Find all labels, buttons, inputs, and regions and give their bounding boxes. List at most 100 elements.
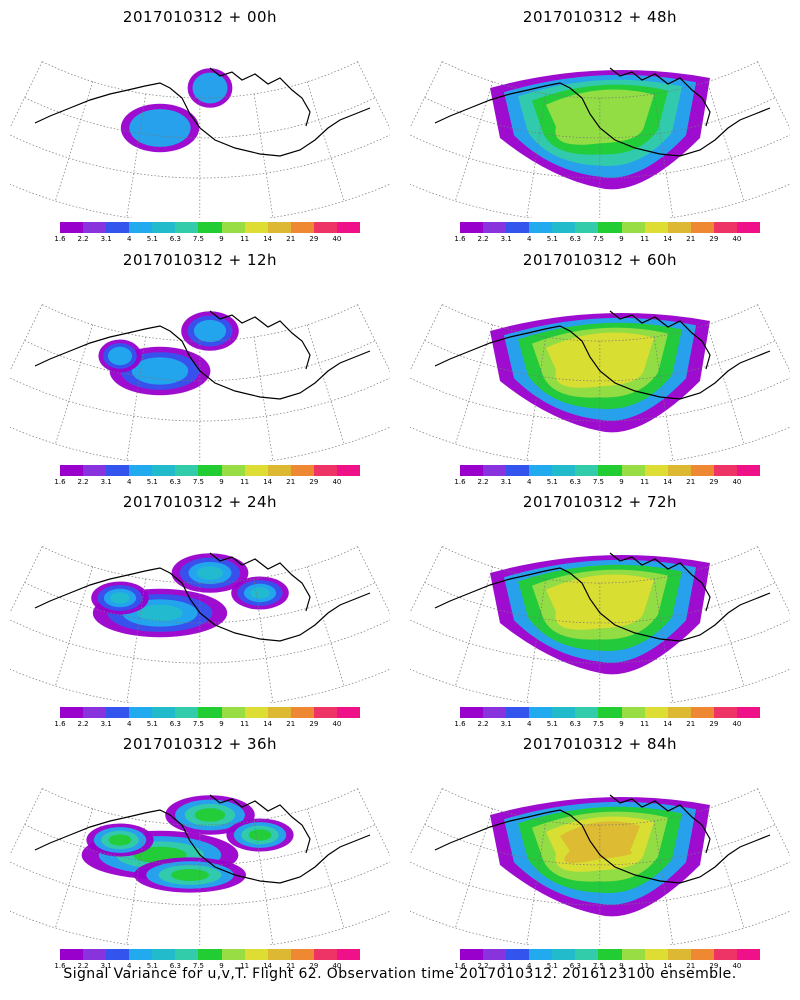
colorbar-tick-label: 9 [619,235,624,243]
colorbar-swatch [598,222,622,233]
colorbar-swatch [644,707,668,718]
colorbar-swatch [129,222,153,233]
colorbar-swatch [106,222,130,233]
colorbar-tick-label: 2.2 [477,478,489,486]
colorbar-swatch [244,949,268,960]
colorbar-swatch [690,707,714,718]
colorbar-tick-label: 2.2 [77,962,89,970]
variance-field [91,553,289,638]
colorbar-swatch [667,222,691,233]
polar-map [410,61,790,218]
colorbar-labels: 1.6 2.2 3.1 4 5.1 6.3 7.5 9 11 14 21 29 40 [454,720,760,730]
variance-field [81,795,294,893]
forecast-panel: 2017010312 + 72h 1.6 2.2 3.1 4 5.1 6.3 7.5 9 11 14… [400,485,800,730]
forecast-panel: 2017010312 + 48h 1.6 2.2 3.1 4 5.1 6.3 7.5 9 11 14… [400,0,800,245]
graticule [10,304,390,461]
colorbar-tick-label: 2.2 [77,235,89,243]
colorbar [460,465,761,476]
colorbar-tick-label: 1.6 [54,478,66,486]
colorbar-tick-label: 4 [126,478,132,486]
colorbar-swatch [221,949,245,960]
colorbar-swatch [60,222,84,233]
colorbar-tick-label: 40 [732,235,742,243]
colorbar-tick-label: 6.3 [569,962,581,970]
colorbar-swatch [667,949,691,960]
colorbar [60,707,361,718]
colorbar-swatch [621,222,645,233]
colorbar-labels: 1.6 2.2 3.1 4 5.1 6.3 7.5 9 11 14 21 29 40 [54,235,360,245]
colorbar-swatch [336,222,361,233]
panel-title: 2017010312 + 60h [522,251,678,269]
colorbar-tick-label: 4 [126,720,132,728]
colorbar-tick-label: 7.5 [592,720,605,728]
colorbar-tick-label: 4 [526,720,532,728]
colorbar-swatch [313,222,337,233]
colorbar-swatch [60,707,84,718]
colorbar-labels: 1.6 2.2 3.1 4 5.1 6.3 7.5 9 11 14 21 29 40 [54,478,360,488]
colorbar-tick-label: 11 [240,720,250,728]
colorbar-labels: 1.6 2.2 3.1 4 5.1 6.3 7.5 9 11 14 21 29 40 [454,478,760,488]
colorbar-swatch [221,465,245,476]
colorbar-swatch [106,949,130,960]
colorbar-tick-label: 1.6 [454,478,466,486]
colorbar-swatch [198,707,222,718]
coastline [34,552,371,642]
colorbar-tick-label: 3.1 [500,720,512,728]
colorbar-swatch [221,707,245,718]
colorbar-tick-label: 14 [263,720,273,728]
colorbar-swatch [152,465,176,476]
colorbar-swatch [552,465,576,476]
colorbar-swatch [736,949,761,960]
colorbar-swatch [621,949,645,960]
colorbar-swatch [175,949,199,960]
colorbar-swatch [83,222,107,233]
panel-title: 2017010312 + 12h [122,251,278,269]
colorbar-tick-label: 5.1 [146,962,158,970]
colorbar-tick-label: 6.3 [569,478,581,486]
polar-map [10,61,390,218]
variance-field [98,311,239,396]
colorbar-tick-label: 2.2 [477,235,489,243]
colorbar-tick-label: 9 [619,962,624,970]
colorbar-tick-label: 29 [709,478,719,486]
graticule [410,788,790,945]
colorbar-tick-label: 2.2 [477,720,489,728]
colorbar-tick-label: 14 [263,962,273,970]
colorbar-swatch [129,707,153,718]
colorbar-swatch [336,949,361,960]
colorbar-swatch [83,707,107,718]
colorbar-tick-label: 29 [709,235,719,243]
colorbar-tick-label: 11 [640,962,650,970]
colorbar-tick-label: 11 [640,478,650,486]
colorbar-swatch [690,465,714,476]
colorbar-labels: 1.6 2.2 3.1 4 5.1 6.3 7.5 9 11 14 21 29 40 [54,962,360,972]
colorbar [60,465,361,476]
colorbar-tick-label: 6.3 [169,720,181,728]
colorbar-swatch [598,949,622,960]
graticule [10,788,390,945]
colorbar-tick-label: 40 [732,720,742,728]
coastline [34,794,371,884]
colorbar-tick-label: 29 [309,235,319,243]
forecast-panel: 2017010312 + 60h 1.6 2.2 3.1 4 5.1 6.3 7.5 9 11 14… [400,243,800,488]
colorbar-swatch [129,465,153,476]
colorbar-tick-label: 5.1 [146,720,158,728]
colorbar-tick-label: 2.2 [77,478,89,486]
colorbar-tick-label: 4 [126,235,132,243]
variance-field [120,68,233,153]
colorbar-tick-label: 7.5 [592,235,605,243]
colorbar-swatch [152,707,176,718]
panel-title: 2017010312 + 36h [122,735,278,753]
colorbar-swatch [313,949,337,960]
colorbar-swatch [290,949,314,960]
panel-title: 2017010312 + 48h [522,8,678,26]
colorbar-swatch [690,949,714,960]
colorbar-tick-label: 21 [686,720,696,728]
colorbar-swatch [575,949,599,960]
colorbar-tick-label: 21 [286,235,296,243]
forecast-panel: 2017010312 + 36h 1.6 2.2 3.1 4 5.1 6.3 7.5 9 11 14… [0,727,400,972]
polar-map [410,788,790,945]
colorbar-swatch [483,707,507,718]
figure-caption: Signal Variance for u,v,T. Flight 62. Ob… [63,966,737,982]
colorbar-tick-label: 40 [732,962,742,970]
